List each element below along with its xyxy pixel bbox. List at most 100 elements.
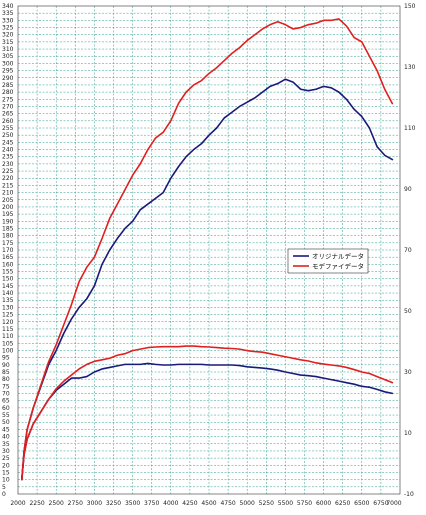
y-left-tick-label: 100	[2, 347, 14, 354]
series-lines	[21, 18, 394, 481]
y-right-tick-label: -10	[404, 491, 414, 498]
x-tick-labels: 2000 2250 2500 2750 3000 3250 3500 3750 4000 4250…	[10, 500, 401, 507]
y-left-tick-label: 5	[2, 484, 6, 491]
grid-lines	[18, 6, 400, 494]
y-right-tick-label: 70	[404, 247, 412, 254]
y-left-tick-label: 130	[2, 304, 14, 311]
x-tick-label: 5000	[240, 500, 255, 507]
x-tick-label: 3000	[87, 500, 102, 507]
x-tick-label: 2500	[49, 500, 64, 507]
y-left-tick-label: 65	[2, 398, 10, 405]
y-left-tick-label: 115	[2, 326, 14, 333]
x-tick-label: 5250	[259, 500, 274, 507]
y-left-tick-label: 80	[2, 376, 10, 383]
y-right-tick-label: 110	[404, 125, 416, 132]
y-left-tick-label: 285	[2, 82, 14, 89]
x-tick-label: 2750	[68, 500, 83, 507]
y-right-tick-label: 50	[404, 308, 412, 315]
plot-frame	[17, 5, 401, 495]
y-left-tick-label: 330	[2, 17, 14, 24]
y-right-tick-label: 30	[404, 369, 412, 376]
y-left-tick-label: 30	[2, 448, 10, 455]
y-left-tick-label: 140	[2, 290, 14, 297]
x-tick-label: 5750	[297, 500, 312, 507]
y-left-tick-label: 135	[2, 297, 14, 304]
y-left-tick-label: 340	[2, 3, 14, 10]
x-tick-label: 4500	[201, 500, 216, 507]
x-tick-label: 3250	[106, 500, 121, 507]
y-left-tick-label: 235	[2, 154, 14, 161]
y-left-tick-label: 320	[2, 32, 14, 39]
x-tick-label: 6750	[373, 500, 388, 507]
y-left-tick-label: 280	[2, 89, 14, 96]
y-left-tick-labels: 0510152025303540455055606570758085909510…	[2, 3, 14, 498]
y-right-tick-label: 130	[404, 64, 416, 71]
x-tick-label: 6250	[335, 500, 350, 507]
y-left-tick-label: 250	[2, 132, 14, 139]
y-left-tick-label: 225	[2, 168, 14, 175]
y-left-tick-label: 120	[2, 319, 14, 326]
x-tick-label: 4750	[220, 500, 235, 507]
y-left-tick-label: 190	[2, 218, 14, 225]
x-tick-label: 5500	[278, 500, 293, 507]
x-tick-label: 6500	[354, 500, 369, 507]
y-left-tick-label: 165	[2, 254, 14, 261]
y-left-tick-label: 150	[2, 276, 14, 283]
y-left-tick-label: 15	[2, 469, 10, 476]
y-left-tick-label: 310	[2, 46, 14, 53]
x-tick-label: 4250	[182, 500, 197, 507]
y-left-tick-label: 105	[2, 340, 14, 347]
y-left-tick-label: 170	[2, 247, 14, 254]
y-right-tick-label: 90	[404, 186, 412, 193]
y-left-tick-label: 180	[2, 233, 14, 240]
y-left-tick-label: 185	[2, 225, 14, 232]
y-left-tick-label: 160	[2, 261, 14, 268]
y-left-tick-label: 240	[2, 147, 14, 154]
x-tick-label: 7000	[386, 500, 401, 507]
series-line-1	[21, 18, 394, 481]
x-tick-label: 2250	[29, 500, 44, 507]
series-line-3	[21, 345, 394, 480]
x-tick-label: 2000	[10, 500, 25, 507]
x-tick-label: 3500	[125, 500, 140, 507]
y-left-tick-label: 35	[2, 441, 10, 448]
y-left-tick-label: 25	[2, 455, 10, 462]
y-left-tick-label: 10	[2, 477, 10, 484]
y-left-tick-label: 255	[2, 125, 14, 132]
series-line-2	[21, 362, 394, 480]
y-left-tick-label: 155	[2, 269, 14, 276]
y-left-tick-label: 110	[2, 333, 14, 340]
y-left-tick-label: 0	[2, 491, 6, 498]
y-left-tick-label: 75	[2, 383, 10, 390]
y-left-tick-label: 40	[2, 434, 10, 441]
y-left-tick-label: 85	[2, 369, 10, 376]
y-left-tick-label: 45	[2, 426, 10, 433]
y-left-tick-label: 125	[2, 312, 14, 319]
y-left-tick-label: 220	[2, 175, 14, 182]
y-left-tick-label: 50	[2, 419, 10, 426]
y-left-tick-label: 335	[2, 10, 14, 17]
legend-label-modified: モデファイデータ	[312, 262, 364, 271]
x-tick-label: 4000	[163, 500, 178, 507]
x-tick-label: 6000	[316, 500, 331, 507]
x-tick-label: 3750	[144, 500, 159, 507]
y-left-tick-label: 210	[2, 190, 14, 197]
y-left-tick-label: 60	[2, 405, 10, 412]
y-left-tick-label: 325	[2, 25, 14, 32]
y-left-tick-label: 295	[2, 68, 14, 75]
legend-box	[287, 248, 369, 274]
y-left-tick-label: 195	[2, 211, 14, 218]
y-left-tick-label: 270	[2, 103, 14, 110]
y-left-tick-label: 95	[2, 355, 10, 362]
y-left-tick-label: 90	[2, 362, 10, 369]
y-left-tick-label: 200	[2, 204, 14, 211]
y-left-tick-label: 145	[2, 283, 14, 290]
y-left-tick-label: 55	[2, 412, 10, 419]
y-left-tick-label: 315	[2, 39, 14, 46]
legend: オリジナルデータ モデファイデータ	[287, 248, 369, 274]
y-left-tick-label: 20	[2, 462, 10, 469]
y-left-tick-label: 230	[2, 161, 14, 168]
y-left-tick-label: 215	[2, 182, 14, 189]
y-left-tick-label: 260	[2, 118, 14, 125]
